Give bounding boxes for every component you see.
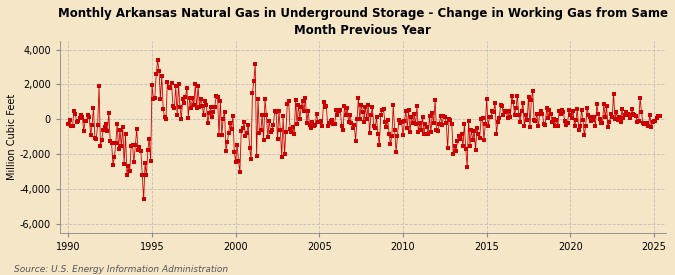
Text: Source: U.S. Energy Information Administration: Source: U.S. Energy Information Administ…: [14, 265, 227, 274]
Y-axis label: Million Cubic Feet: Million Cubic Feet: [7, 94, 17, 180]
Title: Monthly Arkansas Natural Gas in Underground Storage - Change in Working Gas from: Monthly Arkansas Natural Gas in Undergro…: [58, 7, 668, 37]
